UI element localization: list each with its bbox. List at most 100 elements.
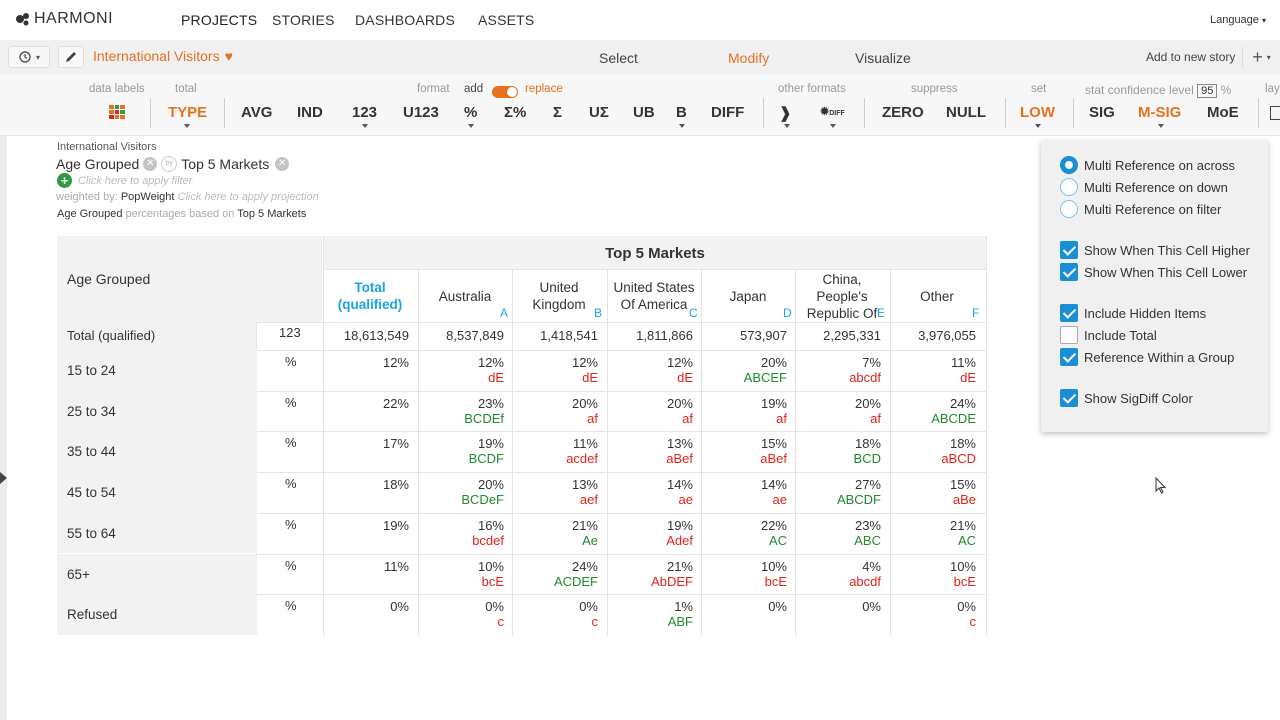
value-cell[interactable]: 15%	[760, 436, 787, 452]
value-cell[interactable]: 0%	[579, 599, 598, 615]
value-cell[interactable]: 19%	[382, 517, 409, 533]
add-replace-toggle[interactable]	[492, 86, 518, 98]
add-to-story-link[interactable]: Add to new story	[1146, 50, 1236, 64]
app-logo[interactable]: HARMONI	[15, 10, 113, 28]
value-cell[interactable]: 10%	[760, 558, 787, 574]
value-cell[interactable]: 11%	[383, 558, 409, 574]
radio-option[interactable]: Multi Reference on across	[1060, 156, 1235, 174]
value-cell[interactable]: 21%	[949, 517, 976, 533]
value-cell[interactable]: 15%	[949, 477, 976, 493]
nav-assets[interactable]: ASSETS	[478, 12, 535, 28]
checkbox[interactable]	[1060, 241, 1078, 259]
total-value-cell[interactable]: 3,976,055	[918, 328, 976, 343]
layout-icon[interactable]	[1270, 106, 1280, 120]
value-cell[interactable]: 18%	[382, 477, 409, 493]
other-format-icon-1[interactable]: ❱	[779, 105, 792, 122]
radio-button[interactable]	[1060, 178, 1078, 196]
total-value-cell[interactable]: 1,811,866	[636, 328, 693, 343]
value-cell[interactable]: 20%	[477, 477, 504, 493]
value-cell[interactable]: 12%	[666, 355, 693, 370]
b-button[interactable]: B	[676, 104, 687, 121]
nav-dashboards[interactable]: DASHBOARDS	[355, 12, 456, 28]
language-menu[interactable]: Language ▾	[1210, 14, 1266, 26]
value-cell[interactable]: 22%	[760, 517, 787, 533]
mode-modify[interactable]: Modify	[728, 50, 770, 66]
checkbox-option[interactable]: Show When This Cell Higher	[1060, 241, 1250, 259]
msig-button[interactable]: M-SIG	[1138, 104, 1182, 121]
value-cell[interactable]: 13%	[571, 477, 598, 493]
expand-panel-arrow-icon[interactable]	[0, 472, 7, 484]
checkbox-option[interactable]: Show When This Cell Lower	[1060, 263, 1247, 281]
radio-button[interactable]	[1060, 200, 1078, 218]
value-cell[interactable]: 1%	[674, 599, 693, 615]
value-cell[interactable]: 10%	[477, 558, 504, 574]
value-cell[interactable]: 19%	[760, 395, 787, 411]
value-cell[interactable]: 11%	[572, 436, 598, 452]
document-title[interactable]: International Visitors ♥	[93, 48, 233, 64]
value-cell[interactable]: 14%	[666, 477, 693, 493]
value-cell[interactable]: 21%	[571, 517, 598, 533]
value-cell[interactable]: 24%	[949, 395, 976, 411]
column-header-1[interactable]: Australia	[418, 270, 512, 322]
column-header-5[interactable]: China, People's Republic Of	[795, 270, 889, 322]
value-cell[interactable]: 21%	[666, 558, 693, 574]
value-cell[interactable]: 24%	[571, 558, 598, 574]
zero-button[interactable]: ZERO	[882, 104, 924, 121]
weight-variable[interactable]: PopWeight	[120, 191, 175, 203]
edit-button[interactable]	[58, 46, 84, 68]
column-header-2[interactable]: United Kingdom	[512, 270, 606, 322]
moe-button[interactable]: MoE	[1207, 104, 1239, 121]
apply-projection-link[interactable]: Click here to apply projection	[177, 191, 319, 203]
checkbox[interactable]	[1060, 348, 1078, 366]
radio-option[interactable]: Multi Reference on filter	[1060, 200, 1221, 218]
column-header-3[interactable]: United States Of America	[607, 270, 701, 322]
mode-visualize[interactable]: Visualize	[855, 50, 911, 66]
avg-button[interactable]: AVG	[241, 104, 273, 121]
checkbox-option[interactable]: Show SigDiff Color	[1060, 389, 1193, 407]
nav-projects[interactable]: PROJECTS	[181, 12, 258, 28]
checkbox[interactable]	[1060, 263, 1078, 281]
value-cell[interactable]: 19%	[666, 517, 693, 533]
value-cell[interactable]: 16%	[477, 517, 504, 533]
value-cell[interactable]: 0%	[390, 599, 409, 615]
value-cell[interactable]: 12%	[382, 355, 409, 370]
history-button[interactable]: ▾	[8, 46, 50, 68]
value-cell[interactable]: 22%	[382, 395, 409, 411]
value-cell[interactable]: 20%	[666, 395, 693, 411]
sum-button[interactable]: Σ	[553, 104, 563, 121]
data-labels-grid-icon[interactable]	[109, 105, 125, 119]
sum-percent-button[interactable]: Σ%	[504, 104, 527, 121]
u123-button[interactable]: U123	[403, 104, 439, 121]
heart-icon[interactable]: ♥	[224, 48, 233, 64]
value-cell[interactable]: 12%	[477, 355, 504, 370]
value-cell[interactable]: 23%	[477, 395, 504, 411]
checkbox-option[interactable]: Reference Within a Group	[1060, 348, 1234, 366]
radio-option[interactable]: Multi Reference on down	[1060, 178, 1228, 196]
value-cell[interactable]: 7%	[862, 355, 881, 370]
checkbox-option[interactable]: Include Total	[1060, 326, 1157, 344]
ub-button[interactable]: UB	[633, 104, 655, 121]
checkbox[interactable]	[1060, 326, 1078, 344]
column-header-4[interactable]: Japan	[701, 270, 795, 322]
apply-filter-link[interactable]: Click here to apply filter	[78, 174, 193, 187]
unweighted-sum-button[interactable]: UΣ	[589, 104, 609, 121]
value-cell[interactable]: 0%	[485, 599, 504, 615]
other-format-icon-2[interactable]: ✹DIFF	[820, 106, 845, 118]
checkbox-option[interactable]: Include Hidden Items	[1060, 304, 1206, 322]
value-cell[interactable]: 18%	[949, 436, 976, 452]
value-cell[interactable]: 14%	[760, 477, 787, 493]
count-button[interactable]: 123	[352, 104, 378, 121]
null-button[interactable]: NULL	[946, 104, 986, 121]
total-value-cell[interactable]: 18,613,549	[343, 328, 409, 343]
column-header-0[interactable]: Total (qualified)	[323, 270, 417, 322]
mode-select[interactable]: Select	[599, 50, 638, 66]
value-cell[interactable]: 10%	[949, 558, 976, 574]
add-menu-button[interactable]: + ▾	[1242, 46, 1280, 68]
checkbox[interactable]	[1060, 389, 1078, 407]
value-cell[interactable]: 4%	[862, 558, 881, 574]
value-cell[interactable]: 20%	[571, 395, 598, 411]
percent-button[interactable]: %	[464, 104, 478, 121]
value-cell[interactable]: 23%	[854, 517, 881, 533]
checkbox[interactable]	[1060, 304, 1078, 322]
ind-button[interactable]: IND	[297, 104, 323, 121]
